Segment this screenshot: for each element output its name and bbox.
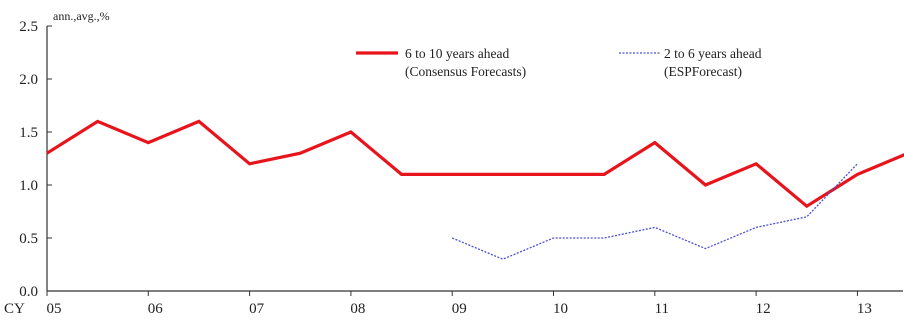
legend-label: 2 to 6 years ahead [664,46,762,61]
x-tick-label: 12 [756,301,771,317]
x-tick-label: 11 [655,301,669,317]
y-tick-label: 1.5 [19,125,38,141]
series-line-consensus [46,119,904,209]
y-tick-label: 2.0 [19,72,38,88]
x-prefix-label: CY [4,301,25,317]
unit-label: ann.,avg.,% [53,9,110,23]
x-tick-label: 09 [452,301,467,317]
x-tick-label: 13 [857,301,872,317]
legend: 6 to 10 years ahead (Consensus Forecasts)… [356,46,762,79]
y-tick-label: 2.5 [19,19,38,35]
x-tick-label: 08 [350,301,365,317]
legend-label: (ESPForecast) [664,64,742,79]
axes: 0.0 0.5 1.0 1.5 2.0 2.5 ann.,avg.,% 05 06 07 08 09 1… [4,9,903,317]
x-tick-label: 05 [47,301,62,317]
series-layer [46,119,904,260]
x-tick-label: 10 [553,301,568,317]
x-tick-label: 06 [148,301,164,317]
legend-label: (Consensus Forecasts) [405,64,526,79]
y-tick-label: 1.0 [19,178,38,194]
x-tick-label: 07 [249,301,265,317]
y-tick-label: 0.5 [19,231,38,247]
series-line-esp [451,163,858,260]
legend-label: 6 to 10 years ahead [405,46,509,61]
y-tick-label: 0.0 [19,284,38,300]
